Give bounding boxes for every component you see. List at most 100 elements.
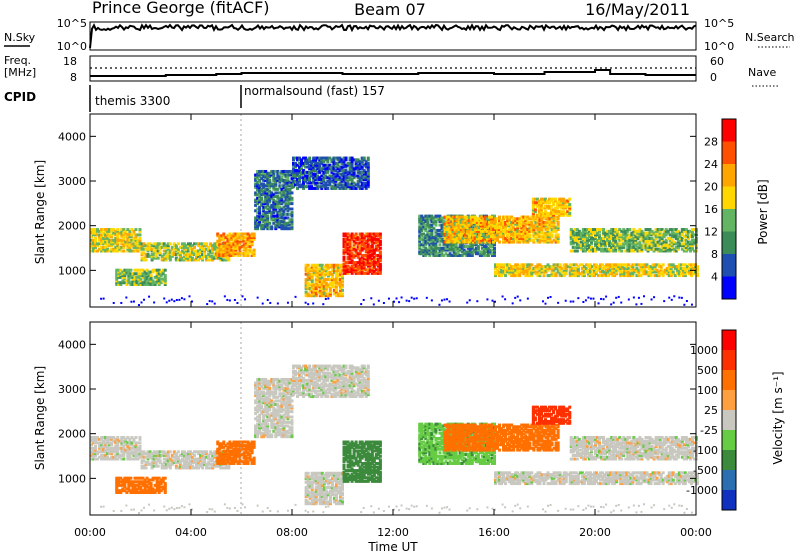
- power-cell: [508, 235, 512, 239]
- power-cell: [489, 235, 493, 239]
- power-cell: [342, 174, 346, 178]
- power-cell: [619, 270, 623, 274]
- power-cell: [440, 253, 444, 257]
- power-cell: [201, 242, 205, 246]
- power-cell: [514, 296, 517, 299]
- power-cell: [536, 215, 540, 219]
- power-cell: [438, 303, 441, 306]
- power-cell: [480, 252, 484, 256]
- power-cell: [260, 218, 264, 222]
- power-cell: [226, 246, 230, 250]
- power-cell: [491, 228, 495, 232]
- power-cell: [426, 236, 430, 240]
- power-cell: [548, 197, 552, 201]
- power-cell: [473, 224, 477, 228]
- power-cell: [114, 233, 118, 237]
- power-cell: [306, 287, 310, 291]
- power-cell: [100, 297, 103, 300]
- power-cell: [605, 295, 608, 298]
- power-cell: [368, 234, 372, 238]
- power-cell: [366, 239, 370, 243]
- power-cell: [418, 243, 422, 247]
- power-cell: [124, 229, 128, 233]
- power-cell: [318, 167, 322, 171]
- power-cell: [342, 163, 346, 167]
- power-cell: [356, 241, 360, 245]
- power-cell: [554, 236, 558, 240]
- power-cell: [170, 251, 174, 255]
- power-cell: [156, 256, 160, 260]
- power-cell: [225, 256, 229, 260]
- power-cell: [494, 226, 497, 230]
- power-cell: [471, 229, 475, 233]
- power-cell: [647, 274, 651, 278]
- power-cell: [266, 223, 270, 227]
- power-cell: [294, 179, 298, 183]
- power-cell: [334, 267, 338, 271]
- power-cell: [110, 249, 114, 253]
- power-cell: [546, 263, 550, 267]
- power-cell: [362, 169, 366, 173]
- power-cell: [430, 237, 434, 241]
- power-cell: [533, 210, 537, 214]
- power-cell: [292, 167, 295, 171]
- power-cell: [447, 233, 451, 237]
- power-cell: [262, 200, 266, 204]
- power-cell: [129, 272, 133, 276]
- power-cell: [378, 239, 382, 243]
- power-cell: [372, 259, 376, 263]
- power-cell: [362, 271, 366, 275]
- power-cell: [387, 297, 390, 300]
- power-cell: [334, 165, 338, 169]
- power-cell: [544, 217, 548, 221]
- power-cell: [469, 238, 473, 242]
- power-cell: [117, 274, 121, 278]
- power-cell: [314, 161, 318, 165]
- power-cell: [564, 263, 568, 267]
- power-cell: [691, 263, 695, 267]
- power-cell: [540, 238, 544, 242]
- power-cell: [316, 276, 320, 280]
- power-cell: [334, 178, 338, 182]
- power-cell: [153, 283, 157, 287]
- power-cell: [597, 265, 601, 269]
- power-cell: [270, 184, 274, 188]
- power-cell: [338, 176, 342, 180]
- power-cell: [457, 226, 461, 230]
- power-cell: [430, 241, 434, 245]
- power-cell: [270, 196, 274, 200]
- power-cell: [126, 233, 130, 237]
- power-cell: [276, 225, 280, 229]
- power-cell: [485, 236, 489, 240]
- power-cell: [318, 290, 322, 294]
- power-cell: [492, 252, 496, 256]
- power-cell: [290, 202, 294, 206]
- power-cell: [344, 250, 348, 254]
- power-cell: [440, 237, 444, 241]
- power-cell: [228, 245, 232, 249]
- power-cell: [115, 275, 119, 279]
- power-cell: [533, 208, 537, 212]
- power-cell: [445, 224, 449, 228]
- power-cell: [304, 272, 308, 276]
- power-cell: [330, 165, 334, 169]
- power-cell: [451, 226, 455, 230]
- power-cell: [240, 239, 244, 243]
- power-cell: [276, 200, 280, 204]
- power-cell: [548, 265, 552, 269]
- power-cell: [571, 249, 575, 253]
- power-cell: [334, 279, 338, 283]
- power-cell: [502, 222, 506, 226]
- power-cell: [122, 240, 126, 244]
- power-cell: [258, 209, 262, 213]
- power-cell: [223, 295, 226, 298]
- power-cell: [94, 233, 98, 237]
- power-cell: [164, 244, 168, 248]
- power-cell: [548, 235, 552, 239]
- power-cell: [531, 204, 535, 208]
- power-cell: [607, 266, 611, 270]
- power-cell: [536, 240, 540, 244]
- power-cell: [266, 299, 269, 302]
- power-cell: [368, 236, 372, 240]
- power-cell: [569, 235, 573, 239]
